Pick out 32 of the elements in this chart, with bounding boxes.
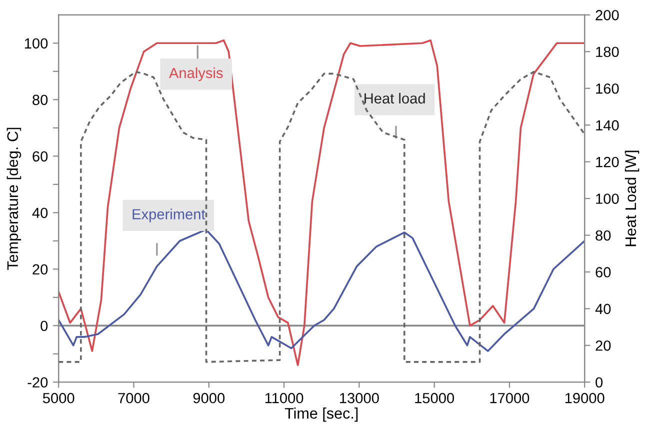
- y2-tick-label: 20: [596, 340, 611, 351]
- y2-tick-label: 120: [596, 156, 619, 168]
- y2-tick-label: 80: [596, 230, 611, 241]
- x-tick-label: 7000: [118, 392, 150, 404]
- y2-tick-label: 100: [596, 194, 619, 204]
- x-tick-label: 19000: [565, 392, 604, 404]
- y-axis-title: Temperature [deg. C]: [6, 128, 22, 270]
- y2-tick-label: 200: [596, 10, 619, 20]
- y-tick-label: -20: [28, 377, 48, 388]
- x-tick-label: 9000: [193, 392, 225, 404]
- y2-tick-label: 160: [596, 83, 619, 94]
- y-tick-label: 40: [32, 208, 48, 218]
- x-tick-label: 5000: [42, 392, 74, 404]
- y2-axis-title: Heat Load [W]: [624, 150, 640, 246]
- y-tick-label: 0: [40, 320, 48, 332]
- y-tick-label: 60: [32, 151, 48, 162]
- y-tick-label: 80: [32, 94, 48, 106]
- x-tick-label: 17000: [490, 392, 530, 404]
- x-tick-label: 15000: [415, 392, 454, 404]
- x-tick-label: 13000: [340, 392, 379, 404]
- series-label: Experiment: [132, 208, 206, 222]
- y-tick-label: 100: [24, 38, 48, 49]
- y2-tick-label: 40: [595, 304, 611, 314]
- x-axis-title: Time [sec.]: [284, 408, 358, 422]
- series-label: Analysis: [168, 67, 223, 82]
- y2-tick-label: 180: [596, 46, 619, 58]
- y2-tick-label: 60: [596, 267, 611, 278]
- x-tick-label: 11000: [265, 392, 304, 404]
- y2-tick-label: 0: [596, 377, 603, 388]
- series-label: Heat load: [364, 92, 425, 104]
- y-tick-label: 20: [32, 264, 48, 275]
- y2-tick-label: 140: [596, 120, 619, 130]
